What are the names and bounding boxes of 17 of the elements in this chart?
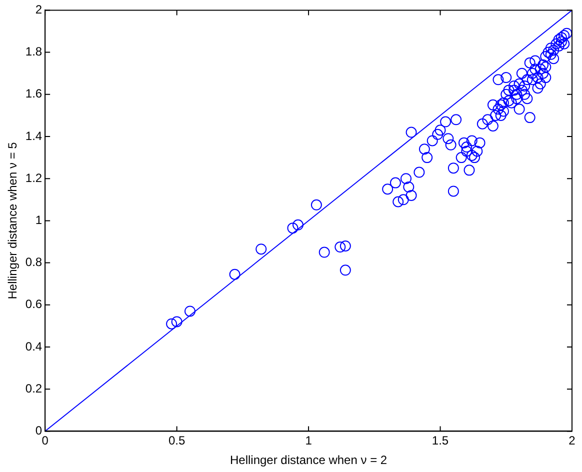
y-tick-label: 1.4	[25, 128, 42, 143]
y-tick-label: 0.2	[25, 381, 42, 396]
y-tick-label: 0.4	[25, 339, 42, 354]
y-tick-label: 1.8	[25, 44, 42, 59]
x-tick-label: 2	[568, 434, 576, 448]
y-tick-label: 0.8	[25, 255, 42, 270]
y-tick-label: 0	[35, 424, 42, 438]
y-tick-label: 1.6	[25, 86, 42, 101]
y-tick-label: 2	[35, 2, 42, 17]
y-tick-label: 1	[35, 213, 42, 228]
y-tick-label: 0.6	[25, 297, 42, 312]
y-axis-title: Hellinger distance when ν = 5	[6, 142, 20, 300]
x-axis-title: Hellinger distance when ν = 2	[230, 453, 388, 468]
y-tick-label: 1.2	[25, 170, 42, 185]
x-tick-label: 1.5	[432, 434, 449, 448]
x-tick-label: 0.5	[168, 434, 186, 448]
x-tick-label: 1	[305, 434, 312, 448]
